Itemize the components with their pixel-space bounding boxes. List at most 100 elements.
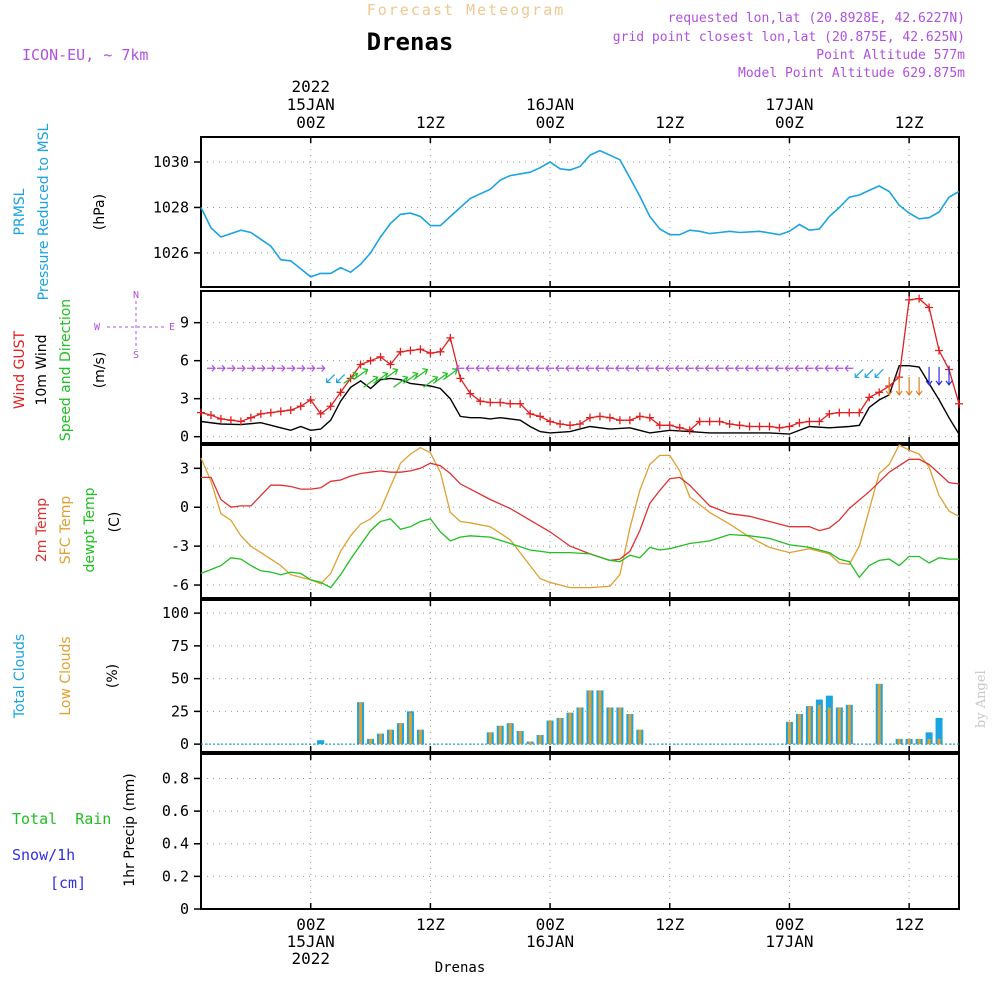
- temp-frame: [200, 444, 960, 599]
- model-altitude: Model Point Altitude 629.875m: [738, 66, 965, 81]
- prmsl-ytick-label: 1028: [153, 198, 189, 216]
- wind-direction-arrow: [794, 364, 804, 372]
- wind-direction-arrow: [905, 377, 913, 396]
- gust-marker: [915, 294, 924, 303]
- prmsl-ytick-label: 1026: [153, 244, 189, 262]
- temp-side-labels: 2m Temp SFC Temp dewpt Temp (C): [34, 487, 123, 572]
- top-time-label: 15JAN: [287, 95, 335, 114]
- low-cloud-bar: [488, 732, 492, 745]
- dewpt-line: [200, 518, 959, 589]
- wind-direction-arrow: [724, 364, 734, 372]
- gust-marker: [865, 393, 874, 402]
- compass-n: N: [133, 290, 139, 301]
- wind-direction-arrow: [465, 364, 475, 372]
- low-cloud-bar: [837, 707, 841, 745]
- precip-ytick-label: 0: [180, 900, 189, 918]
- station-title: Drenas: [367, 28, 454, 56]
- wind-direction-arrow: [644, 364, 654, 372]
- wind-direction-arrow: [754, 364, 764, 372]
- precip-ytick-label: 0.8: [162, 769, 189, 787]
- gust-marker: [486, 398, 495, 407]
- winddir-label: Speed and Direction: [58, 299, 74, 441]
- wind10-label: 10m Wind: [34, 334, 50, 405]
- wind-direction-arrow: [844, 364, 854, 372]
- bottom-time-label: 00Z: [296, 915, 325, 934]
- wind-direction-arrow: [393, 375, 409, 388]
- gust-marker: [705, 417, 714, 426]
- gust-marker: [635, 412, 644, 421]
- gust-marker: [845, 408, 854, 417]
- wind-unit: (m/s): [92, 352, 108, 389]
- gust-marker: [376, 352, 385, 361]
- gust-marker: [546, 417, 555, 426]
- low-cloud-bar: [548, 720, 552, 745]
- bottom-time-label: 15JAN: [287, 932, 335, 951]
- clouds-ytick-label: 50: [171, 670, 189, 688]
- wind-direction-arrow: [475, 364, 485, 372]
- gust-marker: [655, 421, 664, 430]
- wind10-line: [200, 365, 960, 435]
- low-cloud-bar: [618, 707, 622, 745]
- gust-marker: [625, 416, 634, 425]
- gust-marker: [715, 417, 724, 426]
- wind-direction-arrow: [316, 364, 326, 372]
- precip-side-labels: Total Rain Snow/1h [cm] 1hr Precip (mm): [12, 773, 138, 892]
- temp-ytick-label: -3: [171, 537, 189, 555]
- top-time-label: 12Z: [416, 113, 445, 132]
- prmsl-ytick-label: 1030: [153, 153, 189, 171]
- wind-direction-arrow: [734, 364, 744, 372]
- top-time-label: 00Z: [775, 113, 804, 132]
- low-cloud-bar: [598, 690, 602, 745]
- wind-side-labels: Wind GUST 10m Wind Speed and Direction (…: [12, 290, 175, 441]
- requested-coords: requested lon,lat (20.8928E, 42.6227N): [668, 11, 965, 26]
- gust-marker: [735, 421, 744, 430]
- low-cloud-label: Low Clouds: [58, 636, 74, 715]
- gust-marker: [296, 402, 305, 411]
- cloud-unit: (%): [105, 664, 121, 688]
- gust-marker: [825, 409, 834, 418]
- clouds-ytick-label: 25: [171, 702, 189, 720]
- low-cloud-bar: [877, 683, 881, 745]
- gust-marker: [775, 423, 784, 432]
- wind-direction-arrow: [455, 364, 465, 372]
- gust-marker: [925, 303, 934, 312]
- compass-rose: N S W E: [94, 290, 175, 361]
- wind-ytick-label: 6: [180, 352, 189, 370]
- gust-marker: [396, 347, 405, 356]
- gust-marker: [336, 388, 345, 397]
- gust-line: [200, 297, 960, 432]
- wind-direction-arrow: [945, 366, 953, 386]
- wind-direction-arrow: [674, 364, 684, 372]
- wind-direction-arrow: [925, 366, 933, 386]
- t2m-label: 2m Temp: [34, 498, 50, 562]
- prmsl-line: [200, 149, 960, 278]
- temp-ytick-label: 3: [180, 459, 189, 477]
- wind-direction-arrow: [694, 364, 704, 372]
- low-cloud-bar: [628, 714, 632, 745]
- wind-direction-arrow: [575, 364, 584, 372]
- wind-direction-arrow: [246, 364, 256, 372]
- wind-direction-arrow: [423, 375, 439, 388]
- gust-marker: [506, 399, 515, 408]
- wind-direction-arrow: [555, 364, 565, 372]
- gust-marker: [306, 395, 315, 404]
- gust-marker: [276, 407, 285, 416]
- gust-marker: [765, 422, 774, 431]
- sfc-label: SFC Temp: [58, 496, 74, 565]
- low-cloud-bar: [638, 729, 642, 745]
- gust-marker: [615, 416, 624, 425]
- wind-direction-arrow: [565, 364, 575, 372]
- gust-marker: [935, 346, 944, 355]
- low-cloud-bar: [369, 738, 373, 745]
- low-cloud-bar: [847, 704, 851, 745]
- prmsl-label: PRMSL: [12, 188, 28, 235]
- wind-direction-arrow: [874, 368, 884, 378]
- gust-marker: [516, 399, 525, 408]
- bottom-time-label: 17JAN: [765, 932, 813, 951]
- gust-marker: [595, 412, 604, 421]
- prmsl-panel: 1026 1028 1030: [153, 136, 960, 288]
- gust-marker: [835, 408, 844, 417]
- gust-marker: [815, 417, 824, 426]
- wind-direction-arrow: [915, 377, 923, 396]
